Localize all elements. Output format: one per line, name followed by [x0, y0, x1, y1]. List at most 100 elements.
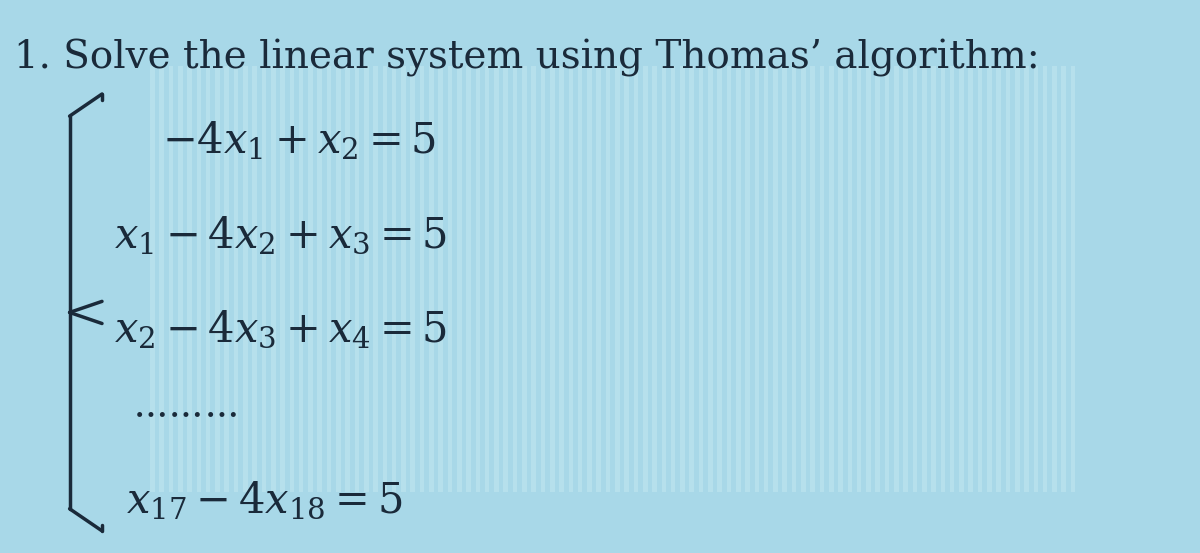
Bar: [884, 66, 889, 492]
Bar: [866, 66, 871, 492]
Bar: [234, 66, 239, 492]
Bar: [671, 66, 676, 492]
Text: $-4x_1 + x_2 = 5$: $-4x_1 + x_2 = 5$: [162, 119, 436, 163]
Bar: [281, 66, 284, 492]
Bar: [782, 66, 787, 492]
Bar: [876, 66, 880, 492]
Bar: [978, 66, 983, 492]
Bar: [968, 66, 973, 492]
Text: $x_2 - 4x_3 + x_4 = 5$: $x_2 - 4x_3 + x_4 = 5$: [114, 308, 448, 350]
Bar: [532, 66, 536, 492]
Bar: [820, 66, 824, 492]
Bar: [792, 66, 797, 492]
Bar: [215, 66, 220, 492]
Bar: [346, 66, 350, 492]
Bar: [996, 66, 1001, 492]
Bar: [727, 66, 731, 492]
Bar: [326, 66, 331, 492]
Bar: [559, 66, 564, 492]
Bar: [616, 66, 619, 492]
Bar: [364, 66, 368, 492]
Bar: [839, 66, 842, 492]
Bar: [178, 66, 182, 492]
Bar: [587, 66, 592, 492]
Bar: [448, 66, 452, 492]
Bar: [430, 66, 433, 492]
Bar: [187, 66, 192, 492]
Bar: [634, 66, 638, 492]
Bar: [252, 66, 257, 492]
Text: $x_{17} - 4x_{18} = 5$: $x_{17} - 4x_{18} = 5$: [126, 479, 402, 521]
Bar: [578, 66, 582, 492]
Bar: [299, 66, 304, 492]
Bar: [308, 66, 313, 492]
Bar: [569, 66, 574, 492]
Bar: [959, 66, 964, 492]
Bar: [689, 66, 694, 492]
Bar: [160, 66, 164, 492]
Bar: [773, 66, 778, 492]
Bar: [643, 66, 648, 492]
Bar: [242, 66, 247, 492]
Bar: [168, 66, 173, 492]
Text: $x_1 - 4x_2 + x_3 = 5$: $x_1 - 4x_2 + x_3 = 5$: [114, 214, 448, 256]
Bar: [475, 66, 480, 492]
Bar: [206, 66, 210, 492]
Bar: [494, 66, 499, 492]
Bar: [596, 66, 601, 492]
Bar: [466, 66, 470, 492]
Bar: [504, 66, 508, 492]
Bar: [1025, 66, 1028, 492]
Bar: [438, 66, 443, 492]
Bar: [922, 66, 926, 492]
Text: 1. Solve the linear system using Thomas’ algorithm:: 1. Solve the linear system using Thomas’…: [14, 39, 1040, 77]
Bar: [383, 66, 388, 492]
Bar: [541, 66, 545, 492]
Bar: [802, 66, 805, 492]
Bar: [512, 66, 517, 492]
Bar: [624, 66, 629, 492]
Bar: [336, 66, 341, 492]
Bar: [1062, 66, 1066, 492]
Bar: [736, 66, 740, 492]
Bar: [680, 66, 685, 492]
Bar: [391, 66, 396, 492]
Bar: [986, 66, 991, 492]
Bar: [755, 66, 760, 492]
Bar: [931, 66, 936, 492]
Text: $\cdots\cdots\cdots$: $\cdots\cdots\cdots$: [132, 394, 238, 430]
Bar: [1033, 66, 1038, 492]
Bar: [764, 66, 768, 492]
Bar: [317, 66, 322, 492]
Bar: [150, 66, 155, 492]
Bar: [913, 66, 917, 492]
Bar: [1052, 66, 1057, 492]
Bar: [941, 66, 946, 492]
Bar: [271, 66, 276, 492]
Bar: [718, 66, 722, 492]
Bar: [224, 66, 229, 492]
Bar: [857, 66, 862, 492]
Bar: [950, 66, 954, 492]
Bar: [420, 66, 425, 492]
Bar: [457, 66, 462, 492]
Bar: [661, 66, 666, 492]
Bar: [1043, 66, 1048, 492]
Bar: [708, 66, 713, 492]
Bar: [1070, 66, 1075, 492]
Bar: [410, 66, 415, 492]
Bar: [894, 66, 899, 492]
Bar: [653, 66, 656, 492]
Bar: [550, 66, 554, 492]
Bar: [401, 66, 406, 492]
Bar: [485, 66, 490, 492]
Bar: [197, 66, 202, 492]
Bar: [606, 66, 611, 492]
Bar: [262, 66, 266, 492]
Bar: [904, 66, 908, 492]
Bar: [810, 66, 815, 492]
Bar: [698, 66, 703, 492]
Bar: [1006, 66, 1010, 492]
Bar: [289, 66, 294, 492]
Bar: [745, 66, 750, 492]
